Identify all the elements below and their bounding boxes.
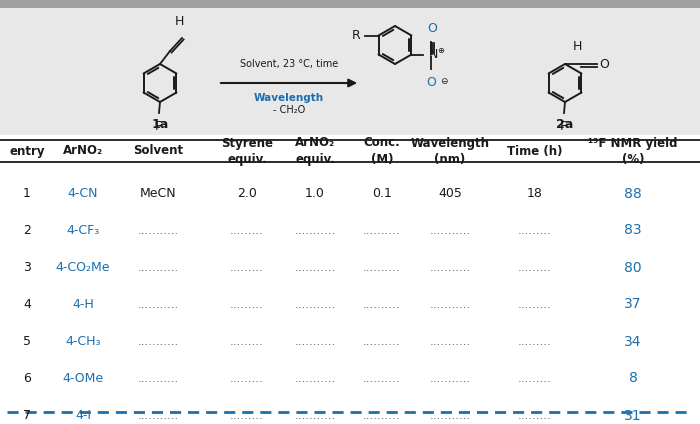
Text: ...........: ...........	[429, 335, 470, 348]
Text: entry: entry	[9, 145, 45, 157]
Text: ...........: ...........	[295, 372, 335, 385]
Text: Wavelength: Wavelength	[254, 93, 324, 103]
Text: 2: 2	[23, 224, 31, 237]
Text: 4-OMe: 4-OMe	[62, 372, 104, 385]
Text: 3: 3	[23, 261, 31, 274]
Text: ...........: ...........	[429, 409, 470, 422]
Text: Styrene
equiv.: Styrene equiv.	[221, 137, 273, 165]
Text: ...........: ...........	[429, 224, 470, 237]
Text: ...........: ...........	[429, 372, 470, 385]
Text: N: N	[428, 48, 438, 61]
Text: 4-H: 4-H	[72, 298, 94, 311]
Text: 31: 31	[624, 408, 642, 422]
Text: ...........: ...........	[137, 261, 178, 274]
Text: ...........: ...........	[295, 224, 335, 237]
Text: 1: 1	[23, 187, 31, 200]
Text: ArNO₂: ArNO₂	[63, 145, 103, 157]
Text: H: H	[174, 15, 183, 28]
Text: 4-CH₃: 4-CH₃	[65, 335, 101, 348]
Text: 5: 5	[23, 335, 31, 348]
Text: ¹⁹F NMR yield
(%): ¹⁹F NMR yield (%)	[588, 137, 678, 165]
Text: ...........: ...........	[429, 261, 470, 274]
Text: ..........: ..........	[363, 261, 400, 274]
Text: F: F	[559, 120, 566, 133]
Text: 1.0: 1.0	[305, 187, 325, 200]
Text: Wavelength
(nm): Wavelength (nm)	[410, 137, 489, 165]
Text: O: O	[599, 58, 609, 70]
Text: Solvent: Solvent	[133, 145, 183, 157]
Text: ...........: ...........	[295, 298, 335, 311]
Text: ArNO₂
equiv.: ArNO₂ equiv.	[295, 137, 335, 165]
Text: ..........: ..........	[363, 409, 400, 422]
Text: ⊖: ⊖	[440, 76, 448, 86]
Bar	[0, 8, 700, 135]
Text: Time (h): Time (h)	[508, 145, 563, 157]
Text: 4-CO₂Me: 4-CO₂Me	[56, 261, 111, 274]
Text: 6: 6	[23, 372, 31, 385]
Text: O: O	[428, 22, 438, 34]
Text: .........: .........	[230, 409, 264, 422]
Text: ...........: ...........	[295, 261, 335, 274]
Text: .........: .........	[230, 372, 264, 385]
Text: - CH₂O: - CH₂O	[273, 105, 305, 115]
Text: 4-CF₃: 4-CF₃	[66, 224, 99, 237]
Text: 2.0: 2.0	[237, 187, 257, 200]
Text: MeCN: MeCN	[140, 187, 176, 200]
Text: ...........: ...........	[295, 409, 335, 422]
Text: .........: .........	[230, 224, 264, 237]
Text: 405: 405	[438, 187, 462, 200]
Text: Solvent, 23 °C, time: Solvent, 23 °C, time	[240, 59, 338, 69]
Text: ...........: ...........	[429, 298, 470, 311]
Text: 88: 88	[624, 187, 642, 201]
Text: ..........: ..........	[363, 335, 400, 348]
Text: ..........: ..........	[363, 298, 400, 311]
Text: ...........: ...........	[137, 224, 178, 237]
Text: .........: .........	[230, 335, 264, 348]
Text: 1a: 1a	[151, 118, 169, 131]
Text: O: O	[426, 76, 436, 89]
Text: .........: .........	[518, 372, 552, 385]
Text: ...........: ...........	[137, 409, 178, 422]
Text: 34: 34	[624, 335, 642, 349]
Text: ⊕: ⊕	[438, 46, 444, 55]
Text: ...........: ...........	[295, 335, 335, 348]
Text: 4: 4	[23, 298, 31, 311]
Text: .........: .........	[518, 335, 552, 348]
Text: 83: 83	[624, 223, 642, 237]
Text: R: R	[352, 29, 361, 42]
Text: ..........: ..........	[363, 224, 400, 237]
Text: 80: 80	[624, 260, 642, 274]
Text: .........: .........	[518, 409, 552, 422]
Bar	[0, 0, 700, 8]
Text: 4-I: 4-I	[75, 409, 91, 422]
Text: .........: .........	[230, 298, 264, 311]
Text: ...........: ...........	[137, 335, 178, 348]
Text: .........: .........	[518, 261, 552, 274]
Text: H: H	[573, 40, 582, 53]
Text: 8: 8	[629, 371, 638, 385]
Text: ...........: ...........	[137, 298, 178, 311]
Text: 0.1: 0.1	[372, 187, 392, 200]
Text: F: F	[155, 120, 162, 133]
Text: ..........: ..........	[363, 372, 400, 385]
Text: Conc.
(M): Conc. (M)	[363, 137, 400, 165]
Text: 18: 18	[527, 187, 543, 200]
Text: 2a: 2a	[556, 118, 573, 131]
Text: .........: .........	[230, 261, 264, 274]
Text: 4-CN: 4-CN	[68, 187, 98, 200]
Text: .........: .........	[518, 224, 552, 237]
Text: .........: .........	[518, 298, 552, 311]
Text: 7: 7	[23, 409, 31, 422]
Text: ...........: ...........	[137, 372, 178, 385]
Text: 37: 37	[624, 298, 642, 312]
